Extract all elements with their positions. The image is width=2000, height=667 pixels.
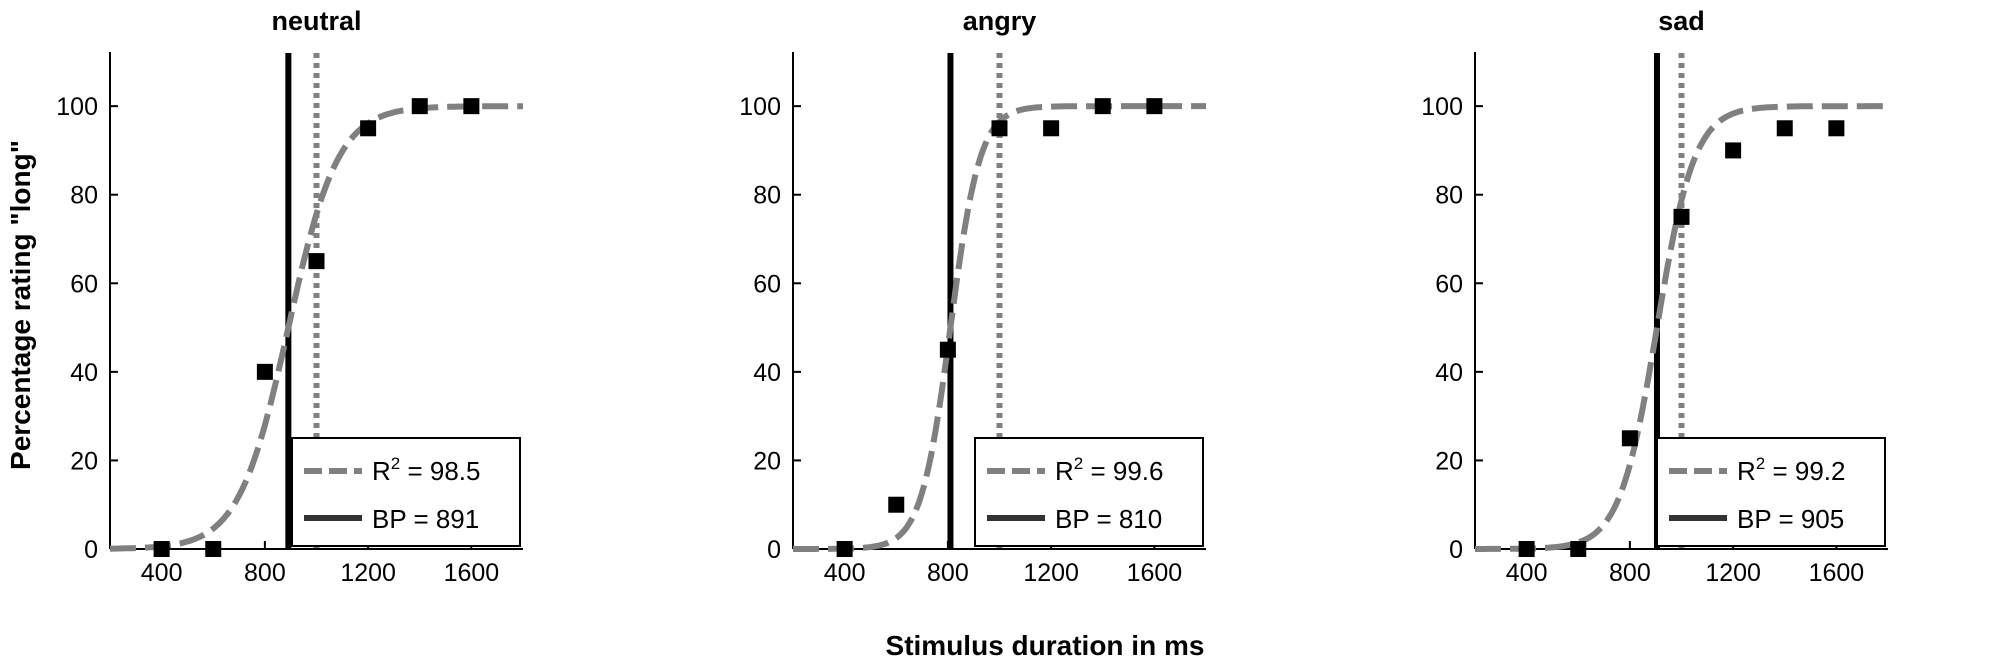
data-point xyxy=(939,341,956,358)
legend-r2-prefix: R xyxy=(1737,456,1756,486)
x-tick-label: 1200 xyxy=(340,559,396,587)
data-point xyxy=(1043,120,1060,137)
y-tick-label: 100 xyxy=(56,93,98,121)
fit-curve xyxy=(109,103,523,552)
x-tick-label: 1600 xyxy=(1127,559,1183,587)
x-tick-label: 400 xyxy=(824,559,866,587)
x-tick-label: 1200 xyxy=(1023,559,1079,587)
data-point xyxy=(411,98,428,115)
data-point xyxy=(308,253,325,270)
y-tick-label: 60 xyxy=(70,270,98,298)
panel-title: sad xyxy=(1658,6,1705,36)
data-point xyxy=(153,541,170,557)
data-point xyxy=(1518,541,1535,557)
legend-bp-label: BP = 905 xyxy=(1737,504,1844,534)
panel-angry: angry 0 20 40 60 80 100 400 800 1200 1600 R2 = 99.6… xyxy=(739,6,1206,587)
data-point xyxy=(1146,98,1163,115)
x-tick-label: 400 xyxy=(1506,559,1548,587)
y-tick-label: 100 xyxy=(739,93,781,121)
legend-r2-value: = 99.6 xyxy=(1083,456,1163,486)
legend-r2-value: = 99.2 xyxy=(1765,456,1845,486)
y-tick-label: 80 xyxy=(753,182,781,210)
y-tick-label: 0 xyxy=(84,536,98,564)
panel-sad: sad 0 20 40 60 80 100 400 800 1200 1600 R2 = 99.2 BP… xyxy=(1421,6,1888,587)
x-tick-label: 400 xyxy=(141,559,183,587)
x-tick-label: 1600 xyxy=(1809,559,1865,587)
data-point xyxy=(1621,430,1638,447)
y-tick-label: 80 xyxy=(1435,182,1463,210)
data-point xyxy=(888,496,905,513)
y-tick-label: 60 xyxy=(753,270,781,298)
data-point xyxy=(1094,98,1111,115)
legend-r2-prefix: R xyxy=(1055,456,1074,486)
legend-r2-label: R2 = 99.2 xyxy=(1737,454,1845,486)
y-tick-label: 20 xyxy=(753,447,781,475)
data-point xyxy=(991,120,1008,137)
data-point xyxy=(463,98,480,115)
y-tick-label: 60 xyxy=(1435,270,1463,298)
legend-box xyxy=(974,437,1204,547)
data-point xyxy=(836,541,853,557)
x-tick-label: 800 xyxy=(927,559,969,587)
legend-r2-value: = 98.5 xyxy=(400,456,480,486)
panel-title: angry xyxy=(963,6,1037,36)
fit-curve xyxy=(1475,103,1888,552)
legend-r2-sup: 2 xyxy=(1074,454,1083,473)
panel-title: neutral xyxy=(271,6,361,36)
data-point xyxy=(1570,541,1587,557)
y-tick-label: 40 xyxy=(70,359,98,387)
data-point xyxy=(1776,120,1793,137)
y-axis-title: Percentage rating "long" xyxy=(5,140,36,470)
panel-neutral: neutral 0 20 40 60 80 100 400 800 1200 1600 R2 = 98… xyxy=(56,6,523,587)
legend-r2-sup: 2 xyxy=(1756,454,1765,473)
y-tick-label: 40 xyxy=(753,359,781,387)
y-tick-label: 0 xyxy=(767,536,781,564)
legend-box xyxy=(1656,437,1886,547)
data-point xyxy=(1725,142,1742,159)
y-tick-label: 0 xyxy=(1449,536,1463,564)
x-tick-label: 1600 xyxy=(444,559,500,587)
legend-bp-label: BP = 891 xyxy=(372,504,479,534)
data-point xyxy=(1673,208,1690,225)
legend-r2-sup: 2 xyxy=(391,454,400,473)
y-tick-label: 100 xyxy=(1421,93,1463,121)
x-tick-label: 800 xyxy=(1609,559,1651,587)
data-point xyxy=(360,120,377,137)
data-point xyxy=(256,363,273,380)
legend-r2-label: R2 = 98.5 xyxy=(372,454,480,486)
x-tick-label: 1200 xyxy=(1705,559,1761,587)
data-point xyxy=(1828,120,1845,137)
x-tick-label: 800 xyxy=(244,559,286,587)
legend-bp-label: BP = 810 xyxy=(1055,504,1162,534)
legend-r2-prefix: R xyxy=(372,456,391,486)
data-point xyxy=(205,541,222,557)
y-tick-label: 20 xyxy=(1435,447,1463,475)
legend-box xyxy=(291,437,521,547)
legend-r2-label: R2 = 99.6 xyxy=(1055,454,1163,486)
y-tick-label: 20 xyxy=(70,447,98,475)
y-tick-label: 40 xyxy=(1435,359,1463,387)
x-axis-title: Stimulus duration in ms xyxy=(886,630,1205,661)
y-tick-label: 80 xyxy=(70,182,98,210)
